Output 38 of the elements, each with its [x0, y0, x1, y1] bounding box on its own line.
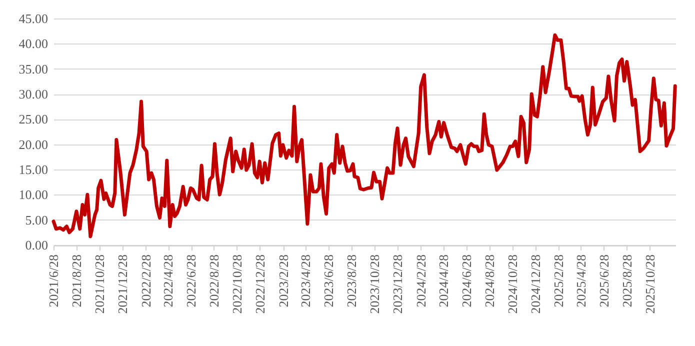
- y-tick-label: 45.00: [18, 11, 48, 26]
- y-tick-label: 15.00: [18, 162, 48, 177]
- x-tick-label: 2021/12/28: [114, 254, 130, 314]
- x-tick-label: 2023/8/28: [344, 254, 359, 308]
- x-tick-label: 2025/10/28: [642, 254, 658, 314]
- x-tick-label: 2021/6/28: [46, 254, 61, 308]
- y-tick-label: 25.00: [18, 112, 48, 127]
- y-tick-label: 20.00: [18, 136, 48, 152]
- x-tick-label: 2024/8/28: [482, 254, 497, 308]
- x-tick-label: 2024/4/28: [436, 254, 451, 308]
- y-tick-label: 5.00: [25, 212, 48, 228]
- x-tick-label: 2025/6/28: [596, 254, 612, 308]
- x-tick-label: 2023/4/28: [298, 254, 314, 308]
- x-tick-label: 2022/10/28: [229, 254, 244, 314]
- y-tick-label: 30.00: [18, 86, 48, 102]
- x-tick-label: 2022/12/28: [252, 254, 268, 314]
- x-tick-label: 2022/8/28: [206, 254, 222, 308]
- x-tick-label: 2023/2/28: [276, 254, 291, 308]
- x-tick-label: 2025/2/28: [551, 254, 566, 308]
- x-tick-label: 2022/4/28: [160, 254, 176, 308]
- line-series: [52, 33, 677, 238]
- x-tick-label: 2023/6/28: [321, 254, 336, 308]
- x-tick-label: 2025/8/28: [619, 254, 634, 308]
- y-tick-label: 10.00: [18, 187, 48, 202]
- x-tick-label: 2021/10/28: [92, 254, 107, 314]
- x-tick-label: 2021/8/28: [68, 254, 84, 308]
- x-tick-label: 2023/10/28: [366, 254, 382, 314]
- x-tick-label: 2024/2/28: [413, 254, 428, 308]
- x-tick-label: 2025/4/28: [573, 254, 588, 308]
- x-tick-label: 2024/12/28: [528, 254, 543, 314]
- y-tick-label: 35.00: [18, 61, 48, 76]
- y-tick-label: 0.00: [25, 238, 48, 252]
- x-tick-label: 2024/6/28: [458, 254, 474, 308]
- x-tick-label: 2022/2/28: [138, 254, 154, 308]
- y-tick-label: 40.00: [18, 36, 48, 52]
- x-tick-label: 2024/10/28: [504, 254, 520, 314]
- x-tick-label: 2023/12/28: [390, 254, 405, 314]
- x-tick-label: 2022/6/28: [184, 254, 199, 308]
